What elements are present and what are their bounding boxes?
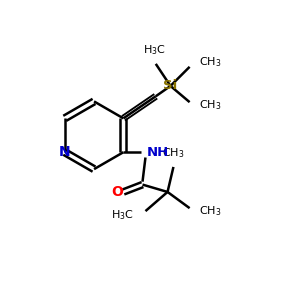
- Text: H$_3$C: H$_3$C: [143, 44, 166, 57]
- Text: CH$_3$: CH$_3$: [199, 98, 221, 112]
- Text: O: O: [111, 185, 123, 199]
- Text: NH: NH: [147, 146, 169, 159]
- Text: CH$_3$: CH$_3$: [162, 147, 185, 160]
- Text: H$_3$C: H$_3$C: [111, 208, 134, 222]
- Text: CH$_3$: CH$_3$: [199, 56, 221, 69]
- Text: N: N: [58, 145, 70, 159]
- Text: Si: Si: [164, 80, 178, 92]
- Text: CH$_3$: CH$_3$: [199, 204, 221, 218]
